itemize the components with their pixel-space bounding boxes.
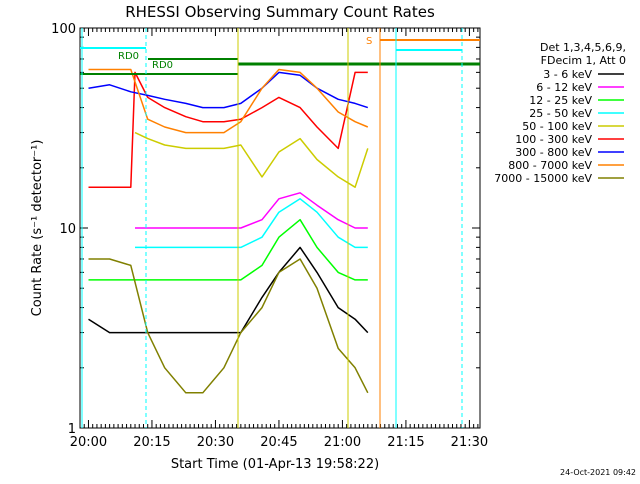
- footer-timestamp: 24-Oct-2021 09:42: [560, 468, 636, 477]
- y-tick-label: 1: [68, 422, 76, 437]
- annotation-rd0-1: RD0: [118, 51, 139, 62]
- series-line-0: [88, 246, 369, 334]
- annotation-s: S: [366, 36, 372, 47]
- annotation-rd0-2: RD0: [152, 60, 173, 71]
- legend-label: 50 - 100 keV: [522, 120, 592, 133]
- y-tick-label: 10: [59, 222, 76, 237]
- legend-label: 7000 - 15000 keV: [494, 172, 592, 185]
- legend: Det 1,3,4,5,6,9, FDecim 1, Att 0 3 - 6 k…: [494, 41, 626, 185]
- series-line-7: [88, 68, 369, 134]
- legend-label: 6 - 12 keV: [536, 81, 592, 94]
- legend-label: 800 - 7000 keV: [508, 159, 592, 172]
- legend-header-2: FDecim 1, Att 0: [541, 54, 626, 67]
- x-tick-label: 20:45: [260, 435, 297, 450]
- series-line-3: [135, 198, 368, 249]
- series-line-2: [88, 218, 368, 281]
- y-axis-label: Count Rate (s⁻¹ detector⁻¹): [30, 140, 45, 317]
- series-line-8: [88, 258, 369, 394]
- legend-label: 3 - 6 keV: [543, 68, 592, 81]
- series-line-5: [88, 71, 368, 188]
- series-line-4: [134, 131, 369, 188]
- legend-label: 100 - 300 keV: [515, 133, 592, 146]
- x-tick-label: 21:15: [387, 435, 424, 450]
- axis-ticks: [79, 28, 480, 429]
- legend-label: 12 - 25 keV: [529, 94, 592, 107]
- x-tick-label: 21:00: [324, 435, 361, 450]
- x-tick-labels: 20:00 20:15 20:30 20:45 21:00 21:15 21:30: [70, 435, 488, 450]
- y-tick-labels: 1 10 100: [51, 22, 76, 437]
- chart-title: RHESSI Observing Summary Count Rates: [125, 3, 435, 21]
- legend-label: 25 - 50 keV: [529, 107, 592, 120]
- series-line-1: [135, 192, 368, 229]
- y-tick-label: 100: [51, 22, 76, 37]
- x-tick-label: 20:15: [133, 435, 170, 450]
- x-tick-label: 20:30: [197, 435, 234, 450]
- legend-header-1: Det 1,3,4,5,6,9,: [540, 41, 626, 54]
- legend-label: 300 - 800 keV: [515, 146, 592, 159]
- x-tick-label: 21:30: [451, 435, 488, 450]
- annotation-lines: [80, 28, 480, 428]
- x-axis-label: Start Time (01-Apr-13 19:58:22): [171, 457, 379, 472]
- x-tick-label: 20:00: [70, 435, 107, 450]
- series-lines: [88, 68, 369, 394]
